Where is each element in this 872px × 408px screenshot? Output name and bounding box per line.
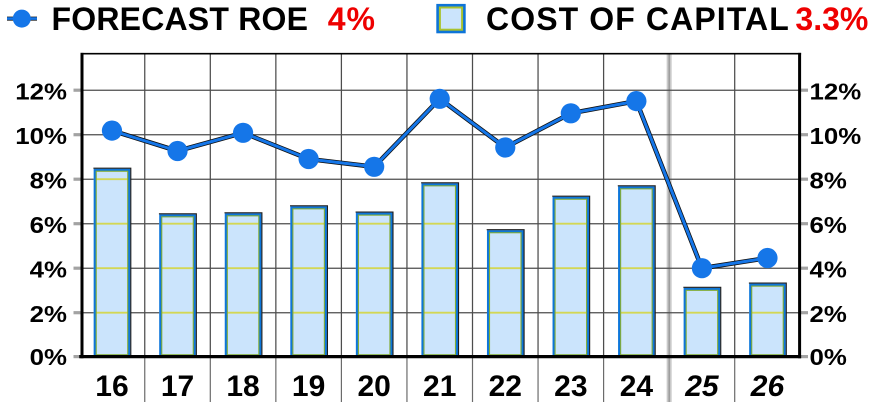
svg-text:10%: 10%	[15, 124, 67, 150]
svg-text:4%: 4%	[328, 1, 376, 37]
svg-text:25: 25	[684, 370, 720, 403]
svg-text:20: 20	[357, 370, 390, 403]
svg-text:6%: 6%	[810, 213, 847, 239]
svg-text:0%: 0%	[810, 345, 847, 371]
svg-text:21: 21	[423, 370, 456, 403]
svg-text:6%: 6%	[30, 213, 67, 239]
svg-text:3.3%: 3.3%	[795, 1, 868, 37]
svg-text:COST OF CAPITAL: COST OF CAPITAL	[486, 1, 790, 37]
svg-text:8%: 8%	[810, 169, 847, 195]
svg-text:23: 23	[554, 370, 587, 403]
svg-text:4%: 4%	[30, 258, 67, 284]
svg-text:19: 19	[292, 370, 325, 403]
svg-text:12%: 12%	[15, 80, 67, 106]
svg-text:26: 26	[750, 370, 785, 403]
svg-text:10%: 10%	[810, 124, 862, 150]
svg-text:24: 24	[620, 370, 654, 403]
svg-text:18: 18	[226, 370, 259, 403]
svg-text:22: 22	[489, 370, 522, 403]
svg-text:12%: 12%	[810, 80, 862, 106]
svg-text:4%: 4%	[810, 258, 847, 284]
svg-text:0%: 0%	[30, 345, 67, 371]
svg-text:FORECAST ROE: FORECAST ROE	[52, 1, 309, 37]
svg-text:2%: 2%	[30, 302, 67, 328]
svg-text:8%: 8%	[30, 169, 67, 195]
svg-text:17: 17	[161, 370, 194, 403]
svg-text:2%: 2%	[810, 302, 847, 328]
svg-text:16: 16	[95, 370, 128, 403]
